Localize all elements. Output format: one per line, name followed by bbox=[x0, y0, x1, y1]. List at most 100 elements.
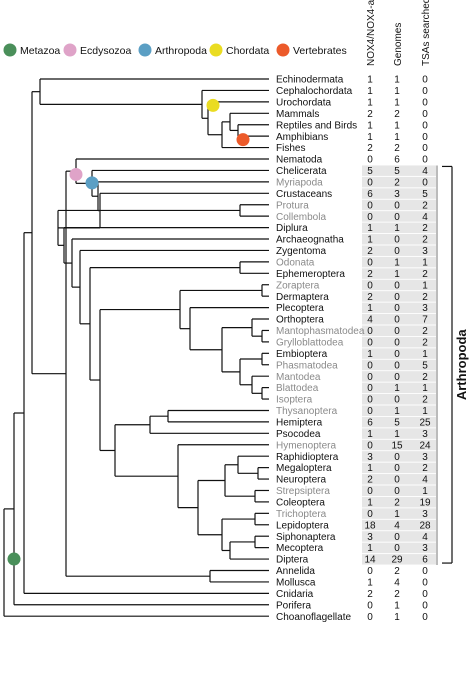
data-value: 1 bbox=[422, 383, 428, 394]
node-markers bbox=[7, 98, 250, 566]
row-shade bbox=[362, 348, 436, 359]
row-shade bbox=[362, 428, 436, 439]
data-value: 0 bbox=[394, 543, 400, 554]
taxon-label: Blattodea bbox=[276, 383, 319, 394]
row-shade bbox=[362, 176, 436, 188]
taxon-label: Embioptera bbox=[276, 349, 328, 360]
data-value: 4 bbox=[422, 212, 428, 223]
data-value: 5 bbox=[394, 166, 400, 177]
row-shade bbox=[362, 222, 436, 234]
taxon-label: Zygentoma bbox=[276, 246, 326, 257]
data-value: 0 bbox=[367, 155, 373, 166]
taxon-label: Raphidioptera bbox=[276, 452, 339, 463]
taxon-label: Lepidoptera bbox=[276, 520, 329, 531]
data-value: 5 bbox=[394, 418, 400, 429]
data-value: 0 bbox=[422, 155, 428, 166]
legend-dot bbox=[209, 43, 223, 57]
data-value: 0 bbox=[422, 97, 428, 108]
data-value: 1 bbox=[394, 86, 400, 97]
data-value: 1 bbox=[394, 600, 400, 611]
data-value: 0 bbox=[367, 600, 373, 611]
data-value: 0 bbox=[367, 406, 373, 417]
row-shade bbox=[362, 508, 436, 519]
data-value: 0 bbox=[422, 612, 428, 623]
data-value: 19 bbox=[419, 498, 431, 509]
row-shade bbox=[362, 245, 436, 256]
taxon-label: Thysanoptera bbox=[276, 406, 338, 417]
taxon-label: Cephalochordata bbox=[276, 86, 353, 97]
data-value: 4 bbox=[367, 315, 373, 326]
data-value: 4 bbox=[394, 520, 400, 531]
data-value: 0 bbox=[367, 280, 373, 291]
data-value: 2 bbox=[367, 269, 373, 280]
data-value: 1 bbox=[394, 97, 400, 108]
taxon-label: Myriapoda bbox=[276, 177, 323, 188]
data-value: 0 bbox=[422, 86, 428, 97]
row-shade bbox=[362, 256, 436, 268]
data-value: 0 bbox=[367, 200, 373, 211]
row-shade bbox=[362, 531, 436, 542]
row-shade bbox=[362, 359, 436, 371]
data-value: 4 bbox=[422, 166, 428, 177]
data-value: 1 bbox=[422, 486, 428, 497]
row-shade bbox=[362, 474, 436, 485]
data-value: 2 bbox=[394, 143, 400, 154]
data-value: 1 bbox=[367, 463, 373, 474]
taxon-label: Nematoda bbox=[276, 155, 323, 166]
row-shade bbox=[362, 325, 436, 336]
data-value: 1 bbox=[367, 97, 373, 108]
data-value: 0 bbox=[422, 143, 428, 154]
node-marker-arthropoda bbox=[85, 176, 99, 190]
taxon-label: Dermaptera bbox=[276, 292, 329, 303]
data-value: 5 bbox=[367, 166, 373, 177]
data-value: 1 bbox=[422, 406, 428, 417]
data-value: 0 bbox=[394, 246, 400, 257]
data-value: 0 bbox=[394, 395, 400, 406]
data-value: 1 bbox=[394, 132, 400, 143]
data-value: 2 bbox=[394, 566, 400, 577]
row-shade bbox=[362, 336, 436, 348]
data-value: 0 bbox=[394, 315, 400, 326]
taxon-label: Megaloptera bbox=[276, 463, 332, 474]
row-shade bbox=[362, 542, 436, 554]
data-value: 1 bbox=[367, 132, 373, 143]
data-value: 2 bbox=[422, 372, 428, 383]
data-value: 6 bbox=[422, 555, 428, 566]
taxon-label: Zoraptera bbox=[276, 280, 320, 291]
taxon-label: Protura bbox=[276, 200, 309, 211]
taxon-label: Echinodermata bbox=[276, 75, 344, 86]
taxon-label: Annelida bbox=[276, 566, 315, 577]
row-shade bbox=[362, 314, 436, 325]
taxon-label: Collembola bbox=[276, 212, 326, 223]
row-shade bbox=[362, 394, 436, 405]
column-header: TSAs searched bbox=[421, 0, 432, 66]
taxon-label: Urochordata bbox=[276, 97, 331, 108]
row-shade bbox=[362, 382, 436, 394]
taxon-label: Mollusca bbox=[276, 578, 316, 589]
taxon-label: Fishes bbox=[276, 143, 305, 154]
legend-label-chordata: Chordata bbox=[226, 45, 269, 57]
row-shade bbox=[362, 211, 436, 222]
data-value: 0 bbox=[367, 566, 373, 577]
legend-label-vertebrates: Vertebrates bbox=[293, 45, 347, 57]
row-shade bbox=[362, 405, 436, 416]
data-value: 1 bbox=[394, 120, 400, 131]
node-marker-metazoa bbox=[7, 552, 21, 566]
data-value: 0 bbox=[394, 372, 400, 383]
column-header: NOX4/NOX4-art bbox=[366, 0, 377, 66]
taxon-label: Trichoptera bbox=[276, 509, 327, 520]
data-value: 1 bbox=[367, 235, 373, 246]
legend: Metazoa Ecdysozoa Arthropoda Chordata Verteb… bbox=[3, 43, 347, 57]
data-value: 2 bbox=[367, 292, 373, 303]
data-value: 1 bbox=[367, 543, 373, 554]
data-value: 3 bbox=[422, 429, 428, 440]
data-value: 2 bbox=[422, 326, 428, 337]
data-value: 2 bbox=[422, 200, 428, 211]
data-value: 0 bbox=[367, 395, 373, 406]
legend-dot bbox=[63, 43, 77, 57]
row-shade bbox=[362, 485, 436, 496]
data-value: 0 bbox=[394, 292, 400, 303]
data-value: 3 bbox=[394, 189, 400, 200]
data-value: 24 bbox=[419, 440, 431, 451]
